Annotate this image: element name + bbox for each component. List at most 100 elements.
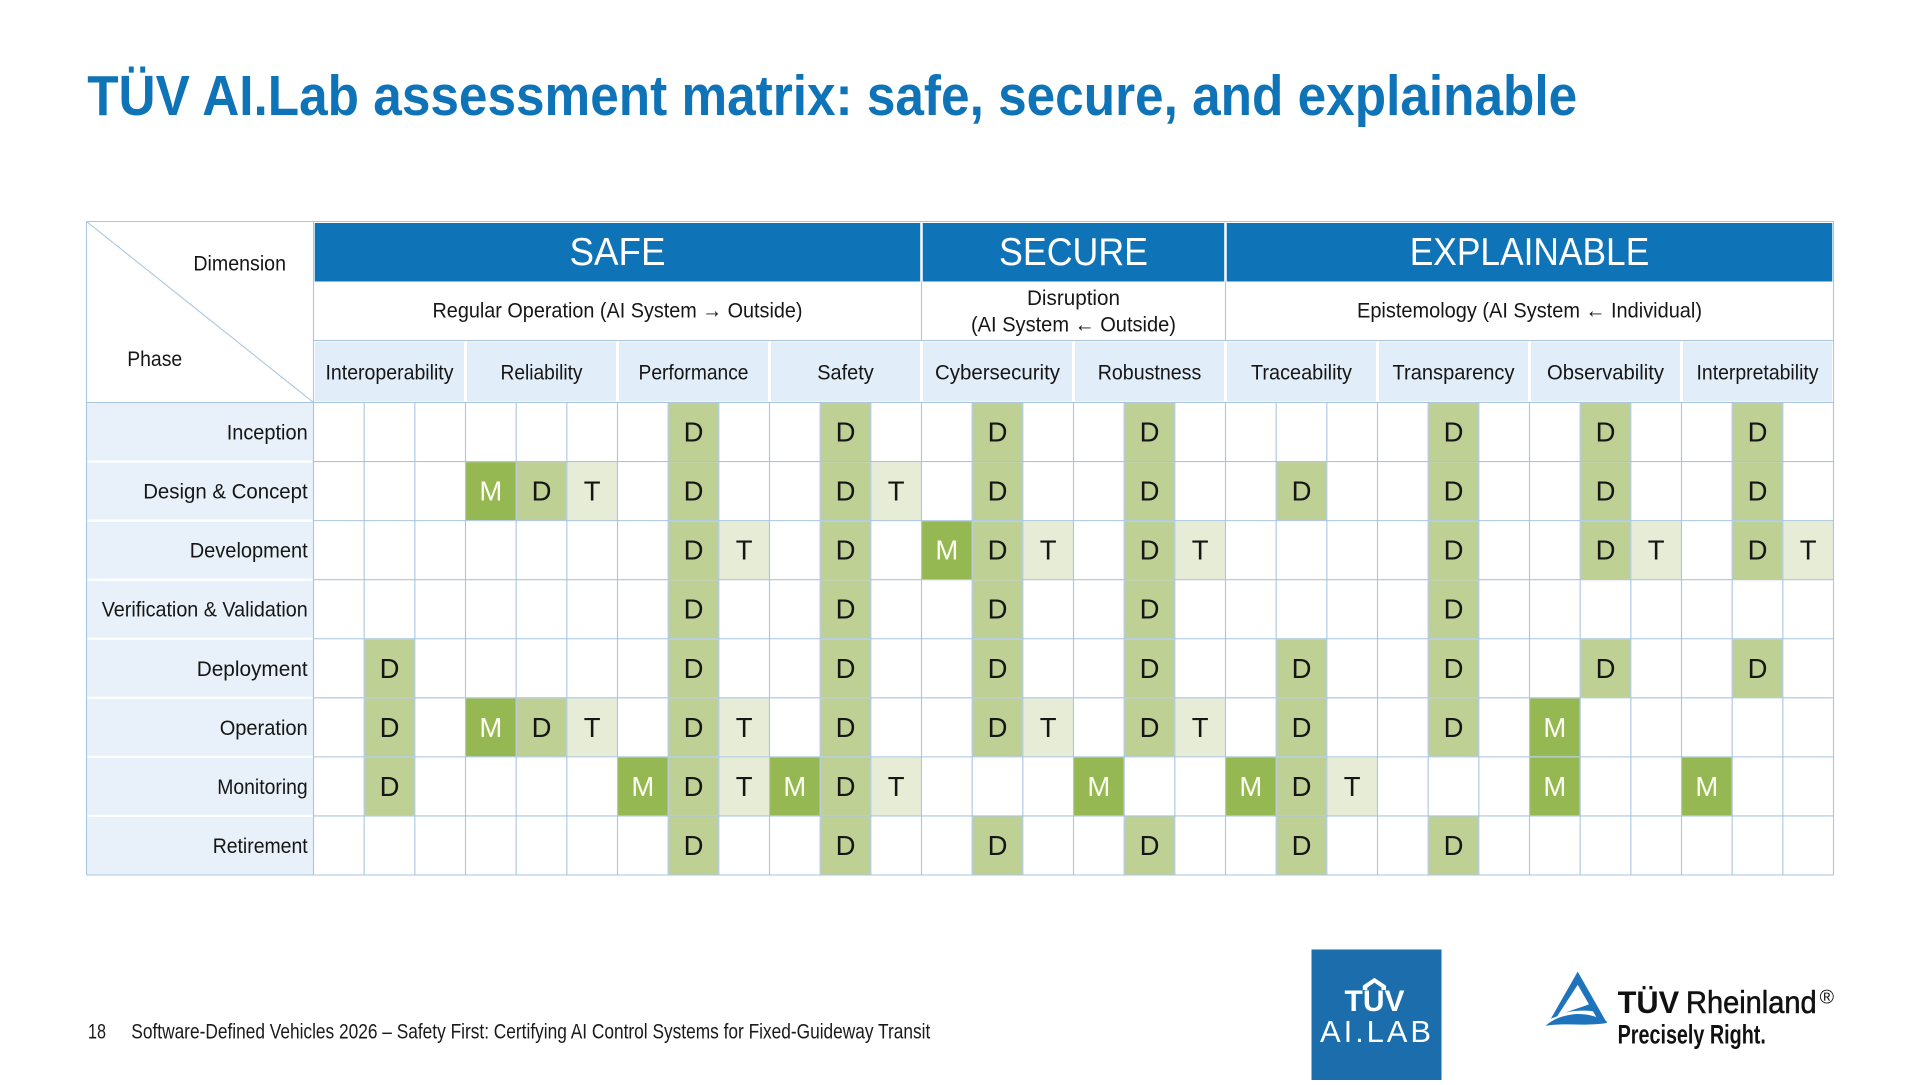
svg-text:D: D — [684, 535, 704, 566]
svg-text:Precisely Right.: Precisely Right. — [1618, 1019, 1766, 1049]
svg-text:Design & Concept: Design & Concept — [143, 480, 308, 504]
svg-text:(AI System ← Outside): (AI System ← Outside) — [971, 313, 1176, 337]
svg-text:D: D — [1292, 653, 1312, 684]
svg-text:T: T — [1192, 535, 1209, 566]
svg-text:M: M — [1087, 771, 1110, 802]
svg-text:M: M — [631, 771, 654, 802]
svg-text:T: T — [736, 771, 753, 802]
svg-text:Epistemology (AI System ← Indi: Epistemology (AI System ← Individual) — [1357, 299, 1702, 323]
svg-text:D: D — [1140, 476, 1160, 507]
svg-text:TÜV: TÜV — [1618, 984, 1680, 1020]
svg-text:D: D — [836, 653, 856, 684]
svg-text:Retirement: Retirement — [213, 834, 308, 858]
svg-text:D: D — [988, 653, 1008, 684]
svg-text:D: D — [836, 594, 856, 625]
svg-text:D: D — [988, 417, 1008, 448]
svg-text:Performance: Performance — [639, 361, 749, 385]
svg-text:D: D — [684, 771, 704, 802]
svg-text:M: M — [1239, 771, 1262, 802]
svg-text:D: D — [1140, 653, 1160, 684]
svg-text:Inception: Inception — [227, 421, 308, 445]
svg-text:T: T — [736, 535, 753, 566]
svg-text:D: D — [1444, 535, 1464, 566]
svg-text:D: D — [1596, 476, 1616, 507]
svg-text:Development: Development — [190, 539, 308, 563]
svg-text:D: D — [1444, 712, 1464, 743]
svg-text:Phase: Phase — [127, 347, 182, 371]
svg-text:18: 18 — [88, 1020, 106, 1043]
svg-text:Reliability: Reliability — [501, 361, 583, 385]
svg-text:D: D — [684, 830, 704, 861]
svg-text:D: D — [1140, 417, 1160, 448]
svg-text:SAFE: SAFE — [570, 231, 666, 274]
svg-text:TUV: TUV — [1345, 985, 1405, 1018]
svg-text:D: D — [1748, 653, 1768, 684]
svg-text:D: D — [836, 535, 856, 566]
svg-text:Interpretability: Interpretability — [1697, 361, 1819, 385]
svg-text:D: D — [684, 712, 704, 743]
svg-text:Dimension: Dimension — [193, 251, 286, 275]
svg-text:D: D — [532, 476, 552, 507]
svg-text:D: D — [1444, 594, 1464, 625]
svg-text:M: M — [1543, 712, 1566, 743]
svg-text:EXPLAINABLE: EXPLAINABLE — [1410, 231, 1650, 274]
svg-text:Observability: Observability — [1547, 361, 1664, 385]
svg-text:T: T — [736, 712, 753, 743]
svg-text:D: D — [1292, 712, 1312, 743]
svg-text:M: M — [479, 476, 502, 507]
svg-text:T: T — [584, 712, 601, 743]
svg-text:D: D — [380, 771, 400, 802]
svg-text:Regular Operation (AI System →: Regular Operation (AI System → Outside) — [433, 299, 803, 323]
svg-text:D: D — [684, 417, 704, 448]
svg-text:M: M — [1543, 771, 1566, 802]
svg-text:Monitoring: Monitoring — [217, 775, 308, 799]
svg-text:T: T — [888, 476, 905, 507]
svg-text:Interoperability: Interoperability — [326, 361, 454, 385]
svg-text:D: D — [1292, 476, 1312, 507]
svg-text:D: D — [988, 476, 1008, 507]
svg-text:D: D — [684, 653, 704, 684]
svg-text:D: D — [532, 712, 552, 743]
svg-text:Traceability: Traceability — [1251, 361, 1352, 385]
svg-text:SECURE: SECURE — [999, 231, 1148, 274]
svg-text:D: D — [380, 712, 400, 743]
svg-text:T: T — [888, 771, 905, 802]
svg-text:D: D — [836, 476, 856, 507]
svg-text:D: D — [836, 417, 856, 448]
svg-text:T: T — [1040, 712, 1057, 743]
svg-text:M: M — [783, 771, 806, 802]
svg-text:D: D — [836, 771, 856, 802]
svg-text:D: D — [836, 830, 856, 861]
svg-text:D: D — [1444, 830, 1464, 861]
svg-text:D: D — [1140, 712, 1160, 743]
svg-text:T: T — [1648, 535, 1665, 566]
svg-text:D: D — [1596, 535, 1616, 566]
svg-text:D: D — [684, 476, 704, 507]
svg-text:M: M — [935, 535, 958, 566]
svg-text:D: D — [1748, 476, 1768, 507]
svg-text:T: T — [1344, 771, 1361, 802]
svg-text:M: M — [1695, 771, 1718, 802]
svg-text:Deployment: Deployment — [197, 657, 308, 681]
svg-text:D: D — [1596, 417, 1616, 448]
svg-text:Safety: Safety — [817, 361, 874, 385]
svg-text:D: D — [1748, 417, 1768, 448]
svg-text:D: D — [1444, 653, 1464, 684]
svg-text:Cybersecurity: Cybersecurity — [935, 361, 1060, 385]
svg-text:TÜV AI.Lab assessment matrix:: TÜV AI.Lab assessment matrix: safe, secu… — [87, 64, 1577, 128]
svg-text:D: D — [684, 594, 704, 625]
svg-text:M: M — [479, 712, 502, 743]
svg-text:T: T — [1040, 535, 1057, 566]
svg-text:T: T — [1800, 535, 1817, 566]
svg-text:D: D — [1444, 417, 1464, 448]
svg-text:Disruption: Disruption — [1027, 286, 1120, 310]
svg-text:Operation: Operation — [220, 716, 308, 740]
svg-text:D: D — [1140, 594, 1160, 625]
svg-text:Software-Defined Vehicles 2026: Software-Defined Vehicles 2026 – Safety … — [131, 1020, 930, 1043]
svg-text:D: D — [380, 653, 400, 684]
svg-text:D: D — [1444, 476, 1464, 507]
svg-text:D: D — [1748, 535, 1768, 566]
svg-text:D: D — [988, 712, 1008, 743]
svg-text:D: D — [1292, 771, 1312, 802]
svg-text:D: D — [1140, 830, 1160, 861]
